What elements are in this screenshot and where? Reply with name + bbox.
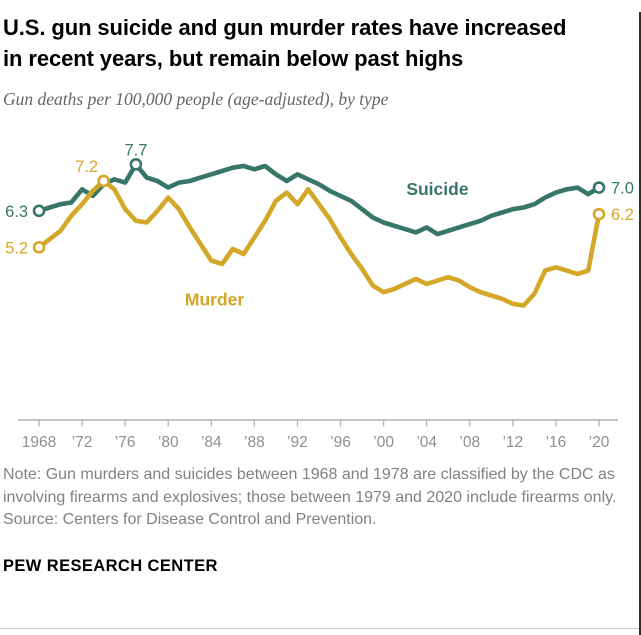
x-tick-label: ’96: [330, 434, 351, 451]
chart-title: U.S. gun suicide and gun murder rates ha…: [3, 12, 641, 74]
callout-label-7-2: 7.2: [75, 158, 98, 176]
source-text: Source: Centers for Disease Control and …: [3, 510, 377, 528]
murder-marker-1974: [97, 175, 110, 188]
suicide-series-label: Suicide: [406, 179, 469, 199]
callout-label-7-7: 7.7: [124, 142, 147, 160]
x-tick-label: ’20: [589, 434, 610, 451]
chart-title-line2: in recent years, but remain below past h…: [3, 46, 464, 72]
pew-chart-card: U.S. gun suicide and gun murder rates ha…: [0, 12, 641, 635]
chart-title-line1: U.S. gun suicide and gun murder rates ha…: [3, 15, 567, 40]
x-tick-label: 1968: [22, 434, 56, 451]
callout-label-6-3: 6.3: [5, 203, 28, 221]
x-tick-label: ’12: [502, 434, 523, 451]
x-tick-label: ’08: [459, 434, 480, 451]
brand-footer: PEW RESEARCH CENTER: [3, 556, 218, 575]
murder-marker-1968: [32, 241, 46, 255]
suicide-marker-1968: [32, 205, 46, 218]
x-tick-label: ’16: [546, 434, 567, 451]
murder-marker-2020: [592, 208, 606, 221]
callout-label-6-2: 6.2: [611, 207, 634, 225]
suicide-marker-1977: [129, 158, 143, 172]
suicide-marker-2020: [592, 181, 606, 195]
x-tick-label: ’00: [373, 434, 394, 451]
line-chart: 1968 ’72 ’76 ’80 ’84 ’88 ’92 ’96 ’00 ’04 ’08 ’12 ’16…: [5, 142, 634, 452]
callout-label-5-2: 5.2: [5, 240, 28, 258]
note-text: Note: Gun murders and suicides between 1…: [3, 466, 617, 506]
murder-line: [36, 179, 602, 309]
x-tick-label: ’88: [244, 434, 265, 451]
murder-series-label: Murder: [185, 290, 245, 310]
x-tick-label: ’80: [158, 434, 179, 451]
suicide-line: [36, 162, 602, 237]
callout-label-7-0: 7.0: [611, 180, 634, 198]
x-tick-label: ’76: [115, 434, 136, 451]
x-tick-label: ’72: [72, 434, 93, 451]
x-tick-label: ’04: [416, 434, 437, 451]
x-tick-label: ’84: [201, 434, 222, 451]
bottom-divider: [0, 628, 641, 629]
x-tick-label: ’92: [287, 434, 308, 451]
window-right-border: [639, 12, 641, 635]
chart-subtitle: Gun deaths per 100,000 people (age-adjus…: [3, 89, 389, 110]
